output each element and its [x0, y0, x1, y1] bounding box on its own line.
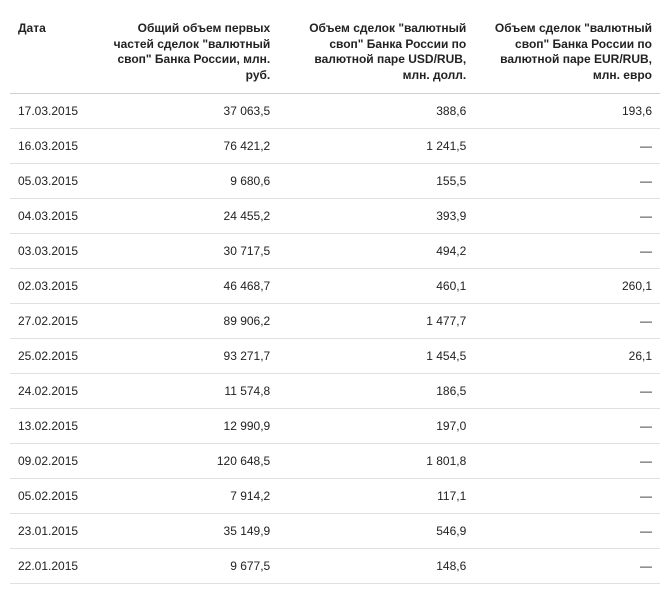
table-cell: 46 468,7 — [93, 269, 279, 304]
table-cell: — — [474, 409, 660, 444]
col-header-eur: Объем сделок "валютный своп" Банка Росси… — [474, 15, 660, 94]
fx-swap-table: Дата Общий объем первых частей сделок "в… — [10, 15, 660, 584]
table-cell: 546,9 — [278, 514, 474, 549]
table-row: 04.03.201524 455,2393,9— — [10, 199, 660, 234]
table-cell: 93 271,7 — [93, 339, 279, 374]
table-row: 24.02.201511 574,8186,5— — [10, 374, 660, 409]
table-cell: 9 677,5 — [93, 549, 279, 584]
table-cell: 11 574,8 — [93, 374, 279, 409]
table-cell: 24.02.2015 — [10, 374, 93, 409]
table-cell: — — [474, 514, 660, 549]
table-cell: — — [474, 374, 660, 409]
table-cell: 12 990,9 — [93, 409, 279, 444]
table-cell: 1 241,5 — [278, 129, 474, 164]
table-cell: — — [474, 164, 660, 199]
table-cell: 05.03.2015 — [10, 164, 93, 199]
table-cell: — — [474, 444, 660, 479]
table-cell: 9 680,6 — [93, 164, 279, 199]
table-cell: 16.03.2015 — [10, 129, 93, 164]
table-cell: 03.03.2015 — [10, 234, 93, 269]
table-cell: 22.01.2015 — [10, 549, 93, 584]
table-cell: — — [474, 234, 660, 269]
table-cell: — — [474, 129, 660, 164]
table-row: 27.02.201589 906,21 477,7— — [10, 304, 660, 339]
table-cell: 494,2 — [278, 234, 474, 269]
table-cell: 7 914,2 — [93, 479, 279, 514]
table-cell: — — [474, 304, 660, 339]
table-cell: 26,1 — [474, 339, 660, 374]
table-cell: — — [474, 199, 660, 234]
table-cell: 37 063,5 — [93, 94, 279, 129]
table-header: Дата Общий объем первых частей сделок "в… — [10, 15, 660, 94]
col-header-date: Дата — [10, 15, 93, 94]
table-row: 03.03.201530 717,5494,2— — [10, 234, 660, 269]
table-row: 05.02.20157 914,2117,1— — [10, 479, 660, 514]
table-cell: 197,0 — [278, 409, 474, 444]
table-cell: 35 149,9 — [93, 514, 279, 549]
table-cell: 1 454,5 — [278, 339, 474, 374]
table-cell: 17.03.2015 — [10, 94, 93, 129]
table-cell: 388,6 — [278, 94, 474, 129]
table-cell: 155,5 — [278, 164, 474, 199]
col-header-usd: Объем сделок "валютный своп" Банка Росси… — [278, 15, 474, 94]
table-cell: 05.02.2015 — [10, 479, 93, 514]
table-row: 02.03.201546 468,7460,1260,1 — [10, 269, 660, 304]
table-cell: 13.02.2015 — [10, 409, 93, 444]
table-cell: 148,6 — [278, 549, 474, 584]
table-cell: 76 421,2 — [93, 129, 279, 164]
table-row: 17.03.201537 063,5388,6193,6 — [10, 94, 660, 129]
table-cell: 23.01.2015 — [10, 514, 93, 549]
table-cell: 89 906,2 — [93, 304, 279, 339]
table-cell: 460,1 — [278, 269, 474, 304]
table-row: 25.02.201593 271,71 454,526,1 — [10, 339, 660, 374]
table-cell: 1 801,8 — [278, 444, 474, 479]
table-row: 09.02.2015120 648,51 801,8— — [10, 444, 660, 479]
table-cell: 186,5 — [278, 374, 474, 409]
table-cell: 1 477,7 — [278, 304, 474, 339]
table-cell: 04.03.2015 — [10, 199, 93, 234]
table-cell: — — [474, 549, 660, 584]
table-row: 23.01.201535 149,9546,9— — [10, 514, 660, 549]
table-row: 05.03.20159 680,6155,5— — [10, 164, 660, 199]
table-row: 13.02.201512 990,9197,0— — [10, 409, 660, 444]
table-cell: 24 455,2 — [93, 199, 279, 234]
table-cell: 117,1 — [278, 479, 474, 514]
table-cell: 260,1 — [474, 269, 660, 304]
table-cell: 120 648,5 — [93, 444, 279, 479]
table-cell: 25.02.2015 — [10, 339, 93, 374]
table-row: 16.03.201576 421,21 241,5— — [10, 129, 660, 164]
table-cell: 393,9 — [278, 199, 474, 234]
table-cell: — — [474, 479, 660, 514]
table-body: 17.03.201537 063,5388,6193,616.03.201576… — [10, 94, 660, 584]
table-row: 22.01.20159 677,5148,6— — [10, 549, 660, 584]
table-cell: 09.02.2015 — [10, 444, 93, 479]
table-cell: 193,6 — [474, 94, 660, 129]
col-header-total: Общий объем первых частей сделок "валютн… — [93, 15, 279, 94]
table-cell: 27.02.2015 — [10, 304, 93, 339]
table-cell: 02.03.2015 — [10, 269, 93, 304]
table-cell: 30 717,5 — [93, 234, 279, 269]
